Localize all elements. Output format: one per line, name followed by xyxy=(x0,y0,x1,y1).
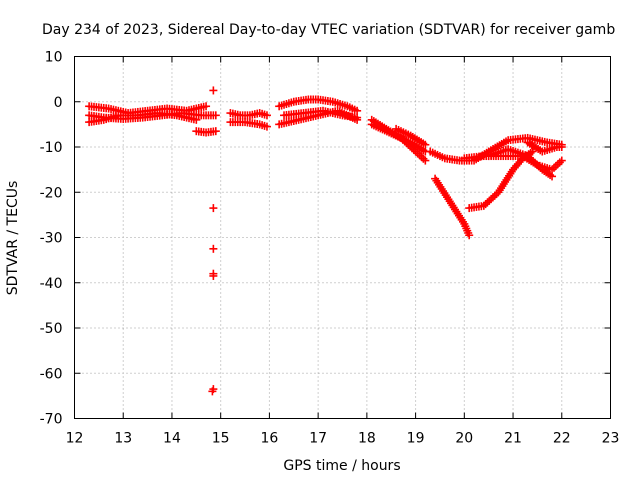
x-tick-label: 21 xyxy=(504,431,522,447)
series-track-15 xyxy=(465,147,537,213)
series-track-9 xyxy=(280,106,362,122)
series-track-3 xyxy=(85,109,201,127)
series-track-11 xyxy=(367,120,430,156)
x-tick-label: 23 xyxy=(602,431,620,447)
data-point xyxy=(421,156,430,165)
data-point xyxy=(557,143,566,151)
y-tick-label: -70 xyxy=(40,412,63,428)
data-point xyxy=(262,122,271,131)
x-tick-label: 20 xyxy=(455,431,473,447)
data-point xyxy=(262,111,271,120)
y-tick-label: -40 xyxy=(40,276,63,292)
x-tick-label: 15 xyxy=(212,431,230,447)
x-tick-label: 12 xyxy=(66,431,84,447)
data-marks xyxy=(85,86,566,396)
y-tick-label: 0 xyxy=(54,95,63,111)
x-tick-label: 16 xyxy=(260,431,278,447)
x-axis-label: GPS time / hours xyxy=(283,458,400,474)
y-axis-label: SDTVAR / TECUs xyxy=(5,181,21,296)
y-tick-label: -10 xyxy=(40,140,63,156)
y-tick-labels: 10 0 -10 -20 -30 -40 -50 -60 -70 xyxy=(40,50,63,428)
y-tick-label: -30 xyxy=(40,231,63,247)
y-tick-label: -20 xyxy=(40,185,63,201)
series-outliers-15 xyxy=(208,86,218,396)
x-tick-label: 22 xyxy=(553,431,571,447)
data-point xyxy=(208,387,217,396)
data-point xyxy=(465,231,474,240)
x-tick-labels: 12 13 14 15 16 17 18 19 20 21 22 23 xyxy=(66,431,620,447)
data-point xyxy=(353,106,362,115)
data-point xyxy=(192,115,201,124)
series-track-7 xyxy=(275,95,362,115)
data-point xyxy=(353,113,362,122)
series-track-17 xyxy=(484,145,557,181)
series-track-6 xyxy=(226,118,271,131)
x-tick-label: 19 xyxy=(407,431,425,447)
data-point xyxy=(202,102,211,111)
data-point xyxy=(548,172,557,181)
gridlines xyxy=(74,56,611,419)
y-tick-label: -50 xyxy=(40,321,63,337)
axis-ticks xyxy=(74,56,611,419)
x-tick-label: 14 xyxy=(163,431,181,447)
x-tick-label: 18 xyxy=(358,431,376,447)
data-point xyxy=(209,271,218,280)
series-track-14 xyxy=(431,174,474,240)
x-tick-label: 13 xyxy=(114,431,132,447)
series-track-12 xyxy=(392,124,430,149)
y-tick-label: -60 xyxy=(40,366,63,382)
x-tick-label: 17 xyxy=(309,431,327,447)
y-tick-label: 10 xyxy=(45,50,63,66)
data-point xyxy=(209,244,218,253)
data-point xyxy=(421,140,430,149)
data-point xyxy=(209,204,218,213)
data-point xyxy=(557,156,566,165)
data-point xyxy=(209,86,218,95)
data-point xyxy=(211,127,220,136)
series-track-5 xyxy=(226,109,271,120)
chart-title: Day 234 of 2023, Sidereal Day-to-day VTE… xyxy=(42,22,615,38)
data-point xyxy=(211,111,220,120)
series-track-18 xyxy=(523,138,566,156)
series-track-4 xyxy=(192,127,220,137)
